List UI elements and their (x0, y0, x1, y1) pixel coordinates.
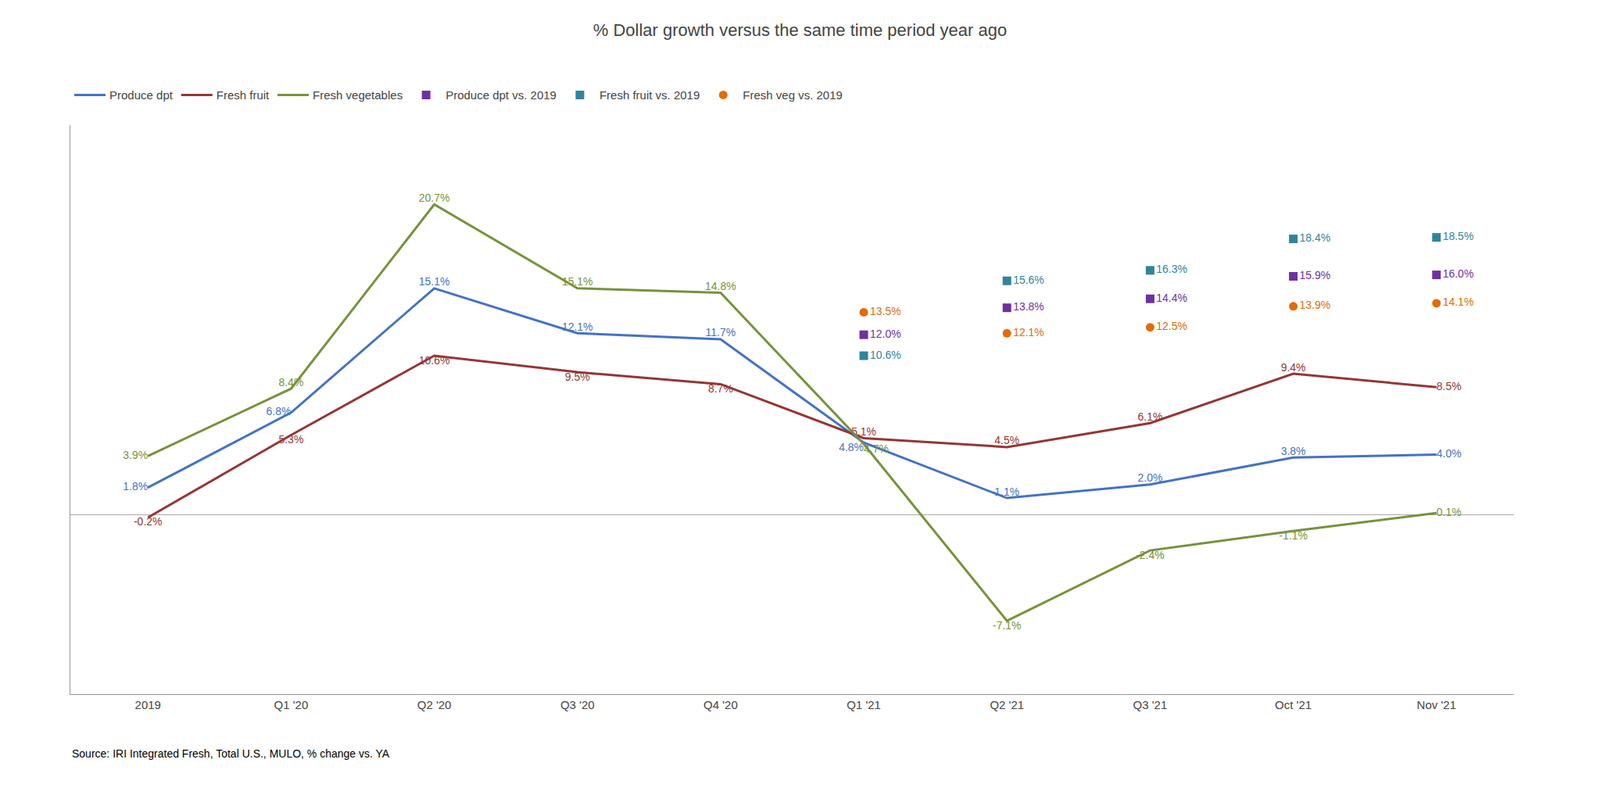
svg-text:Q2 '21: Q2 '21 (989, 697, 1024, 712)
svg-text:13.8%: 13.8% (1012, 300, 1045, 313)
svg-text:11.7%: 11.7% (705, 325, 737, 339)
svg-text:5.3%: 5.3% (278, 433, 304, 446)
svg-text:-2.4%: -2.4% (1135, 548, 1165, 562)
svg-text:1.1%: 1.1% (994, 485, 1020, 498)
svg-text:8.5%: 8.5% (1436, 379, 1462, 393)
svg-text:10.6%: 10.6% (418, 354, 451, 367)
svg-text:Fresh veg vs. 2019: Fresh veg vs. 2019 (742, 88, 843, 102)
svg-text:15.9%: 15.9% (1299, 268, 1331, 282)
svg-text:4.0%: 4.0% (1436, 447, 1462, 460)
svg-text:3.8%: 3.8% (1281, 444, 1307, 458)
svg-text:14.4%: 14.4% (1156, 291, 1188, 305)
svg-text:Q4 '20: Q4 '20 (703, 697, 738, 712)
svg-text:% Dollar growth versus the sam: % Dollar growth versus the same time per… (593, 20, 1007, 40)
svg-text:9.5%: 9.5% (565, 370, 591, 383)
svg-text:Oct '21: Oct '21 (1274, 697, 1312, 712)
svg-text:13.9%: 13.9% (1299, 298, 1331, 312)
svg-text:-1.1%: -1.1% (1278, 529, 1308, 542)
svg-text:5.1%: 5.1% (851, 425, 877, 438)
svg-text:6.8%: 6.8% (265, 404, 291, 418)
svg-text:6.1%: 6.1% (1137, 410, 1163, 423)
svg-text:8.4%: 8.4% (278, 375, 304, 389)
svg-text:3.9%: 3.9% (122, 448, 148, 462)
svg-text:Source: IRI Integrated Fresh,: Source: IRI Integrated Fresh, Total U.S.… (71, 747, 391, 760)
svg-text:Produce dpt: Produce dpt (109, 88, 174, 102)
svg-text:2019: 2019 (135, 697, 162, 712)
svg-text:Produce dpt vs. 2019: Produce dpt vs. 2019 (445, 88, 557, 102)
svg-text:12.0%: 12.0% (869, 327, 902, 341)
svg-text:Q3 '20: Q3 '20 (560, 697, 595, 712)
svg-text:12.5%: 12.5% (1156, 319, 1188, 333)
svg-text:Q1 '20: Q1 '20 (274, 697, 309, 712)
svg-text:-7.1%: -7.1% (992, 619, 1022, 632)
svg-text:12.1%: 12.1% (1012, 325, 1045, 339)
svg-text:Q1 '21: Q1 '21 (846, 697, 881, 712)
svg-text:Q3 '21: Q3 '21 (1133, 697, 1168, 712)
svg-text:1.8%: 1.8% (122, 479, 148, 493)
svg-text:15.6%: 15.6% (1012, 273, 1045, 287)
svg-text:8.7%: 8.7% (708, 382, 734, 395)
svg-text:Fresh fruit: Fresh fruit (216, 88, 270, 102)
svg-text:4.7%: 4.7% (863, 442, 889, 455)
svg-text:4.5%: 4.5% (994, 433, 1020, 447)
svg-text:12.1%: 12.1% (561, 320, 594, 333)
svg-text:15.1%: 15.1% (561, 275, 594, 288)
svg-text:20.7%: 20.7% (418, 191, 451, 205)
svg-text:0.1%: 0.1% (1436, 505, 1462, 519)
svg-text:18.5%: 18.5% (1442, 229, 1475, 243)
svg-text:Q2 '20: Q2 '20 (417, 697, 452, 712)
svg-text:16.0%: 16.0% (1442, 267, 1475, 280)
svg-text:13.5%: 13.5% (869, 304, 902, 318)
svg-text:Fresh fruit vs. 2019: Fresh fruit vs. 2019 (599, 88, 700, 102)
svg-text:Nov '21: Nov '21 (1417, 697, 1457, 712)
svg-text:4.8%: 4.8% (838, 440, 864, 454)
svg-text:2.0%: 2.0% (1137, 471, 1163, 484)
svg-text:10.6%: 10.6% (869, 348, 902, 362)
svg-text:-0.2%: -0.2% (133, 515, 163, 528)
svg-text:16.3%: 16.3% (1156, 262, 1188, 276)
svg-text:14.8%: 14.8% (705, 279, 737, 293)
svg-text:14.1%: 14.1% (1442, 295, 1475, 308)
svg-text:Fresh vegetables: Fresh vegetables (312, 88, 403, 102)
svg-text:18.4%: 18.4% (1299, 231, 1331, 244)
svg-text:9.4%: 9.4% (1281, 361, 1307, 374)
svg-text:15.1%: 15.1% (418, 275, 451, 288)
